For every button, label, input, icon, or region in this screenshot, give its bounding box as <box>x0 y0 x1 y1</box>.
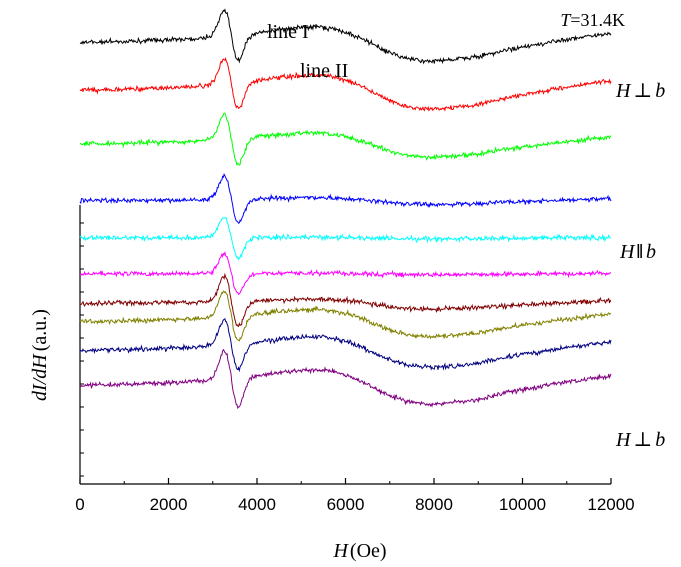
temperature-label: T=31.4K <box>560 10 625 30</box>
series-line-1 <box>79 8 612 65</box>
series-line-2 <box>79 57 612 112</box>
x-tick-label: 4000 <box>238 495 276 514</box>
x-axis-label: H (Oe) <box>332 540 386 562</box>
x-tick-labels: 0 2000 4000 6000 8000 10000 12000 <box>75 495 634 514</box>
orientation-label-perp-bottom: H ⊥ b <box>615 429 665 451</box>
series-line-6 <box>79 250 612 296</box>
annotation-line-i: line I <box>267 21 309 43</box>
x-tick-label: 0 <box>75 495 84 514</box>
x-tick-label: 2000 <box>150 495 188 514</box>
annotation-line-ii: line II <box>300 60 348 82</box>
series-line-5 <box>79 216 612 261</box>
series-line-10 <box>79 348 612 410</box>
series-line-4 <box>79 172 612 224</box>
orientation-label-perp-top: H ⊥ b <box>615 80 665 102</box>
series-line-8 <box>79 290 612 342</box>
y-axis-label: dI/dH(a.u.) <box>29 309 51 401</box>
series-line-3 <box>79 112 612 167</box>
series-curves <box>79 8 612 410</box>
axes <box>79 205 612 485</box>
x-tick-label: 8000 <box>415 495 453 514</box>
x-tick-label: 12000 <box>587 495 634 514</box>
x-tick-label: 10000 <box>499 495 546 514</box>
series-line-9 <box>79 317 612 373</box>
x-tick-label: 6000 <box>327 495 365 514</box>
series-line-7 <box>80 272 612 328</box>
